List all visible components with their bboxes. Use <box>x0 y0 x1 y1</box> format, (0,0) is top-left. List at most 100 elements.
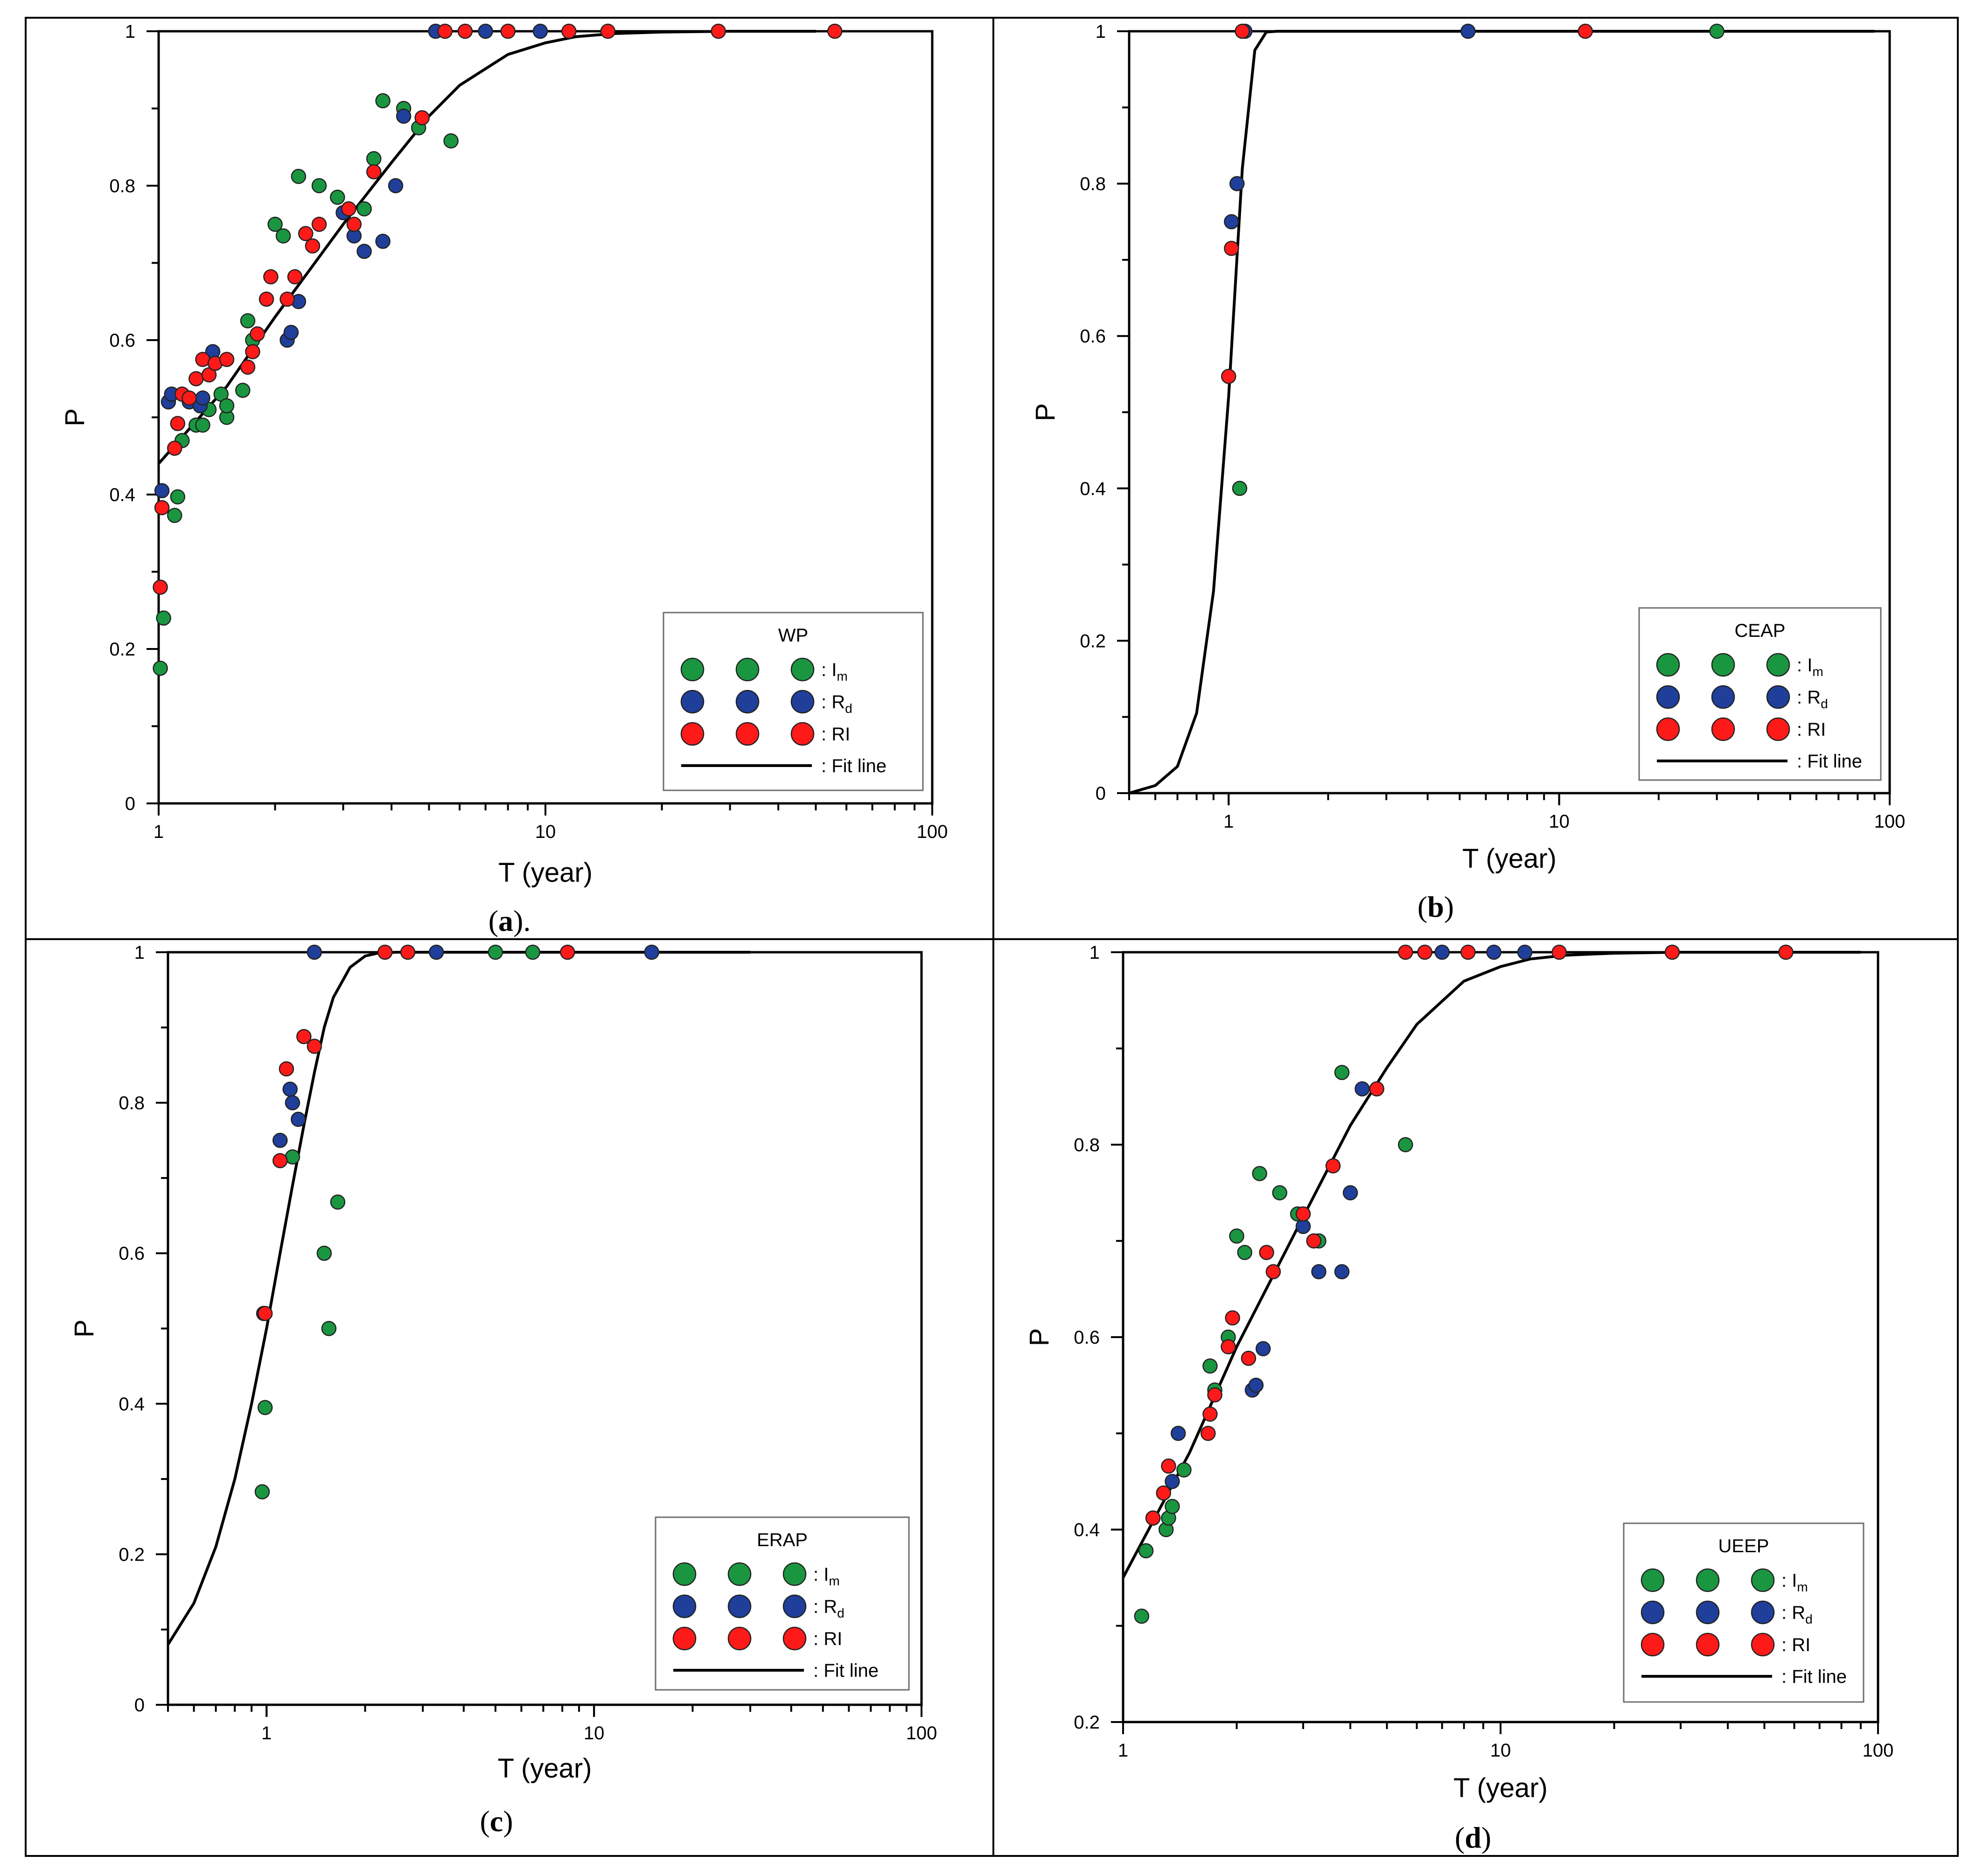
legend-title: WP <box>778 625 808 646</box>
y-axis-title: P <box>1024 1328 1054 1346</box>
legend-label-fit: : Fit line <box>1781 1667 1847 1687</box>
y-tick-label: 0.2 <box>109 639 135 660</box>
y-tick-label: 0.6 <box>1080 326 1106 347</box>
data-point-rd <box>272 1133 288 1148</box>
legend-label-fit: : Fit line <box>1797 751 1862 772</box>
data-point-rd <box>307 944 322 960</box>
data-point-im <box>257 1400 273 1416</box>
chart-panel-d: 1 10 100 0.2 0.4 0.6 0.8 1 T (year) P UEEP: Im: Rd… <box>1024 942 1893 1854</box>
y-tick-label: 0.4 <box>119 1394 145 1415</box>
data-point-im <box>1165 1499 1180 1514</box>
data-point-ri <box>1265 1264 1281 1280</box>
x-axis-title: T (year) <box>498 1753 592 1784</box>
data-point-rd <box>195 390 210 406</box>
data-point-ri <box>1778 944 1794 960</box>
legend-marker-rd <box>782 1594 807 1618</box>
y-tick-label: 0.6 <box>119 1243 145 1264</box>
data-point-im <box>285 1149 300 1165</box>
data-point-ri <box>201 367 217 383</box>
y-tick-label: 0 <box>125 794 135 814</box>
legend-marker-ri <box>1766 717 1790 741</box>
data-point-ri <box>400 944 416 960</box>
y-axis-title: P <box>1030 403 1061 421</box>
data-point-im <box>1398 1137 1413 1152</box>
data-point-im <box>1272 1185 1287 1200</box>
legend-marker-ri <box>1711 717 1735 741</box>
legend-marker-im <box>727 1562 752 1586</box>
data-point-rd <box>1342 1185 1358 1200</box>
x-axis-title: T (year) <box>498 858 593 888</box>
data-point-im <box>311 178 327 194</box>
data-point-im <box>1176 1462 1192 1478</box>
data-point-ri <box>258 292 274 307</box>
data-point-im <box>219 398 235 413</box>
data-point-im <box>375 93 391 109</box>
legend-marker-ri <box>1641 1632 1665 1657</box>
data-point-rd <box>375 233 391 249</box>
fit-line <box>1129 30 1875 795</box>
data-point-ri <box>279 1061 294 1077</box>
data-point-rd <box>1334 1264 1350 1280</box>
data-point-ri <box>1551 944 1567 960</box>
x-tick-label: 100 <box>917 822 948 842</box>
data-point-rd <box>644 944 659 960</box>
y-tick-label: 0.4 <box>1080 479 1106 499</box>
data-point-im <box>170 489 186 505</box>
data-point-ri <box>414 110 430 126</box>
y-tick-label: 0.4 <box>1074 1520 1100 1541</box>
legend-label-ri: : RI <box>813 1629 842 1649</box>
data-point-ri <box>245 344 260 360</box>
y-tick-label: 1 <box>1089 942 1100 963</box>
data-point-im <box>1232 481 1248 496</box>
data-point-ri <box>1306 1233 1321 1249</box>
legend-marker-im <box>672 1562 697 1586</box>
x-tick-label: 10 <box>535 822 556 842</box>
panel-label: (b) <box>1417 890 1454 923</box>
data-point-im <box>167 508 182 523</box>
x-tick-label: 10 <box>584 1723 605 1743</box>
fit-line <box>1122 951 1861 1579</box>
data-point-ri <box>1259 1245 1274 1260</box>
legend-label-im: : Im <box>813 1564 840 1588</box>
data-point-ri <box>366 164 382 180</box>
data-point-im <box>254 1484 270 1499</box>
x-tick-label: 1 <box>261 1723 272 1743</box>
data-point-im <box>330 189 345 205</box>
legend-marker-rd <box>1641 1600 1665 1625</box>
legend-label-rd: : Rd <box>1797 687 1828 711</box>
data-point-rd <box>1295 1219 1311 1234</box>
data-point-im <box>1202 1358 1218 1374</box>
x-tick-label: 1 <box>1223 811 1234 832</box>
data-point-ri <box>1225 1310 1240 1326</box>
data-point-im <box>443 133 459 149</box>
panel-label: (a). <box>489 904 531 937</box>
chart-panel-a: 1 10 100 0 0.2 0.4 0.6 0.8 1 T (year) P WP: Im: Rd:… <box>60 21 948 937</box>
legend-marker-im <box>680 657 705 682</box>
x-tick-label: 10 <box>1549 811 1570 832</box>
legend-marker-im <box>735 657 760 682</box>
data-point-im <box>488 944 503 960</box>
legend-box <box>655 1516 910 1691</box>
data-point-rd <box>1224 214 1239 230</box>
legend-title: ERAP <box>757 1530 808 1550</box>
legend-marker-ri <box>1696 1632 1720 1657</box>
y-tick-label: 0.8 <box>119 1093 145 1114</box>
legend-marker-rd <box>727 1594 752 1618</box>
data-point-ri <box>1161 1458 1176 1474</box>
data-point-rd <box>1434 944 1450 960</box>
data-point-rd <box>388 178 404 194</box>
data-point-ri <box>1221 1339 1236 1354</box>
y-tick-label: 0.8 <box>1080 174 1106 195</box>
x-tick-label: 100 <box>906 1723 937 1743</box>
data-point-rd <box>1255 1341 1271 1357</box>
data-point-ri <box>219 352 235 367</box>
data-point-im <box>1237 1245 1252 1260</box>
data-point-ri <box>250 326 265 342</box>
legend-marker-rd <box>1711 685 1735 709</box>
data-point-ri <box>341 201 356 216</box>
data-point-ri <box>154 500 170 516</box>
legend-label-fit: : Fit line <box>821 756 887 776</box>
panel-label: (d) <box>1455 1821 1491 1854</box>
panel-label: (c) <box>480 1805 513 1838</box>
legend-marker-rd <box>680 690 705 714</box>
